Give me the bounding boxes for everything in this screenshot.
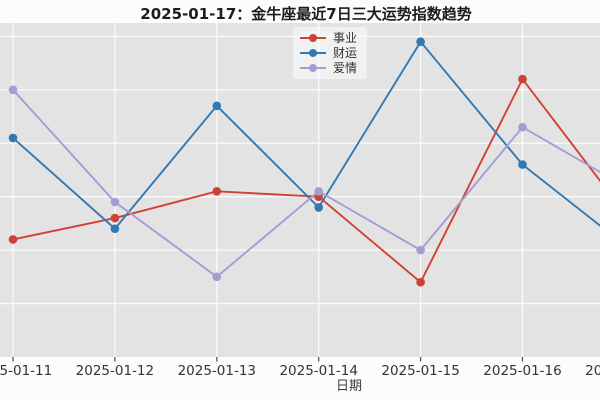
wealth-data-point [416, 37, 425, 46]
love-data-point [416, 245, 425, 255]
wealth-data-point [212, 101, 222, 111]
wealth-data-point [110, 224, 120, 233]
love-data-point [518, 122, 527, 132]
love-data-point [8, 85, 18, 95]
career-data-point [212, 187, 222, 196]
love-line-marker-icon [300, 63, 326, 73]
x-tick-label: 2025-01-11 [0, 363, 53, 379]
career-data-point [416, 277, 425, 287]
love-data-point [314, 187, 324, 196]
career-data-point [518, 74, 527, 84]
love-data-point [212, 272, 222, 282]
x-tick-label: 2025-01-16 [483, 363, 562, 379]
wealth-data-point [518, 160, 527, 169]
x-tick-label: 2025-01-15 [381, 363, 460, 379]
wealth-line-marker-icon [300, 48, 326, 58]
career-data-point [110, 213, 120, 223]
legend-item-love: 爱情 [300, 61, 357, 75]
love-data-point [110, 197, 120, 207]
legend-label-love: 爱情 [333, 61, 358, 75]
legend-label-career: 事业 [333, 31, 358, 45]
career-line-marker-icon [300, 33, 326, 43]
legend-item-career: 事业 [300, 31, 357, 45]
wealth-data-point [314, 203, 324, 212]
chart-legend: 事业 财运 爱情 [293, 27, 368, 79]
x-axis-title: 日期 [335, 379, 363, 394]
x-tick-label: 2025-01-14 [279, 363, 358, 379]
wealth-data-point [8, 133, 18, 143]
career-data-point [8, 235, 18, 244]
chart-title: 2025-01-17：金牛座最近7日三大运势指数趋势 [140, 5, 472, 23]
x-tick-label: 2025-01-13 [177, 363, 257, 379]
x-tick-label: 2025-01-12 [75, 363, 155, 379]
legend-label-wealth: 财运 [333, 46, 358, 60]
legend-item-wealth: 财运 [300, 46, 357, 60]
x-tick-label: 2025-01-17 [585, 363, 600, 379]
